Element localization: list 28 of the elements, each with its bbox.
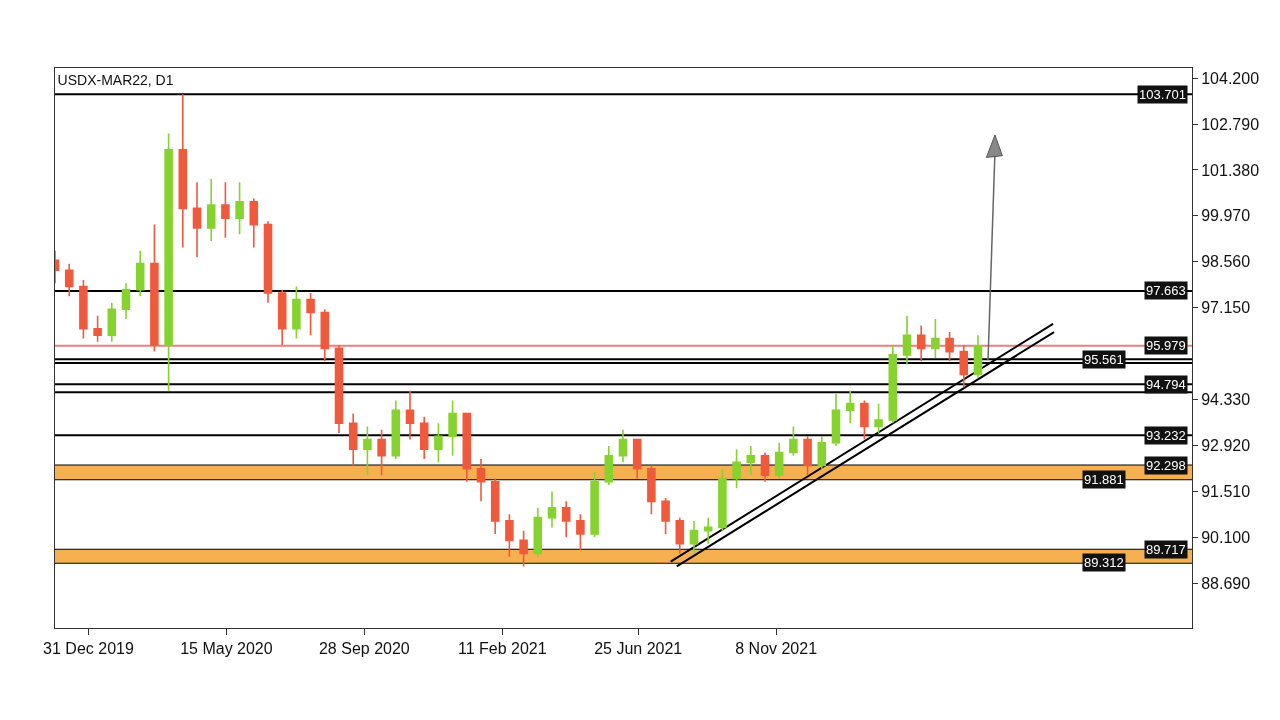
ref-line-label: 95.561	[1084, 352, 1124, 367]
y-tick-label: 99.970	[1201, 207, 1251, 225]
ref-line-label: 93.232	[1146, 428, 1186, 443]
ref-line-label: 91.881	[1084, 472, 1124, 487]
x-tick-label: 25 Jun 2021	[594, 640, 683, 658]
y-tick-label: 88.690	[1201, 574, 1251, 592]
y-tick-label: 98.560	[1201, 253, 1251, 271]
y-tick-label: 104.200	[1201, 69, 1260, 87]
ref-line-label: 94.794	[1146, 377, 1186, 392]
y-tick-label: 94.330	[1201, 391, 1251, 409]
y-tick-label: 102.790	[1201, 115, 1260, 133]
y-tick-label: 90.100	[1201, 528, 1251, 546]
ref-line-label: 89.312	[1084, 555, 1124, 570]
y-tick-label: 92.920	[1201, 436, 1251, 454]
x-tick-label: 8 Nov 2021	[735, 640, 818, 658]
ref-line-label: 92.298	[1146, 458, 1186, 473]
y-tick-label: 97.150	[1201, 299, 1251, 317]
ref-line-label: 103.701	[1139, 87, 1186, 102]
ref-line-label: 95.979	[1146, 338, 1186, 353]
x-tick-label: 31 Dec 2019	[43, 640, 134, 658]
x-tick-label: 11 Feb 2021	[457, 640, 547, 658]
x-tick-label: 15 May 2020	[180, 640, 273, 658]
ref-line-label: 97.663	[1146, 283, 1186, 298]
y-tick-label: 101.380	[1201, 161, 1260, 179]
ref-line-label: 89.717	[1146, 542, 1186, 557]
y-tick-label: 91.510	[1201, 482, 1251, 500]
chart-title: USDX-MAR22, D1	[57, 72, 174, 89]
x-tick-label: 28 Sep 2020	[318, 640, 410, 658]
